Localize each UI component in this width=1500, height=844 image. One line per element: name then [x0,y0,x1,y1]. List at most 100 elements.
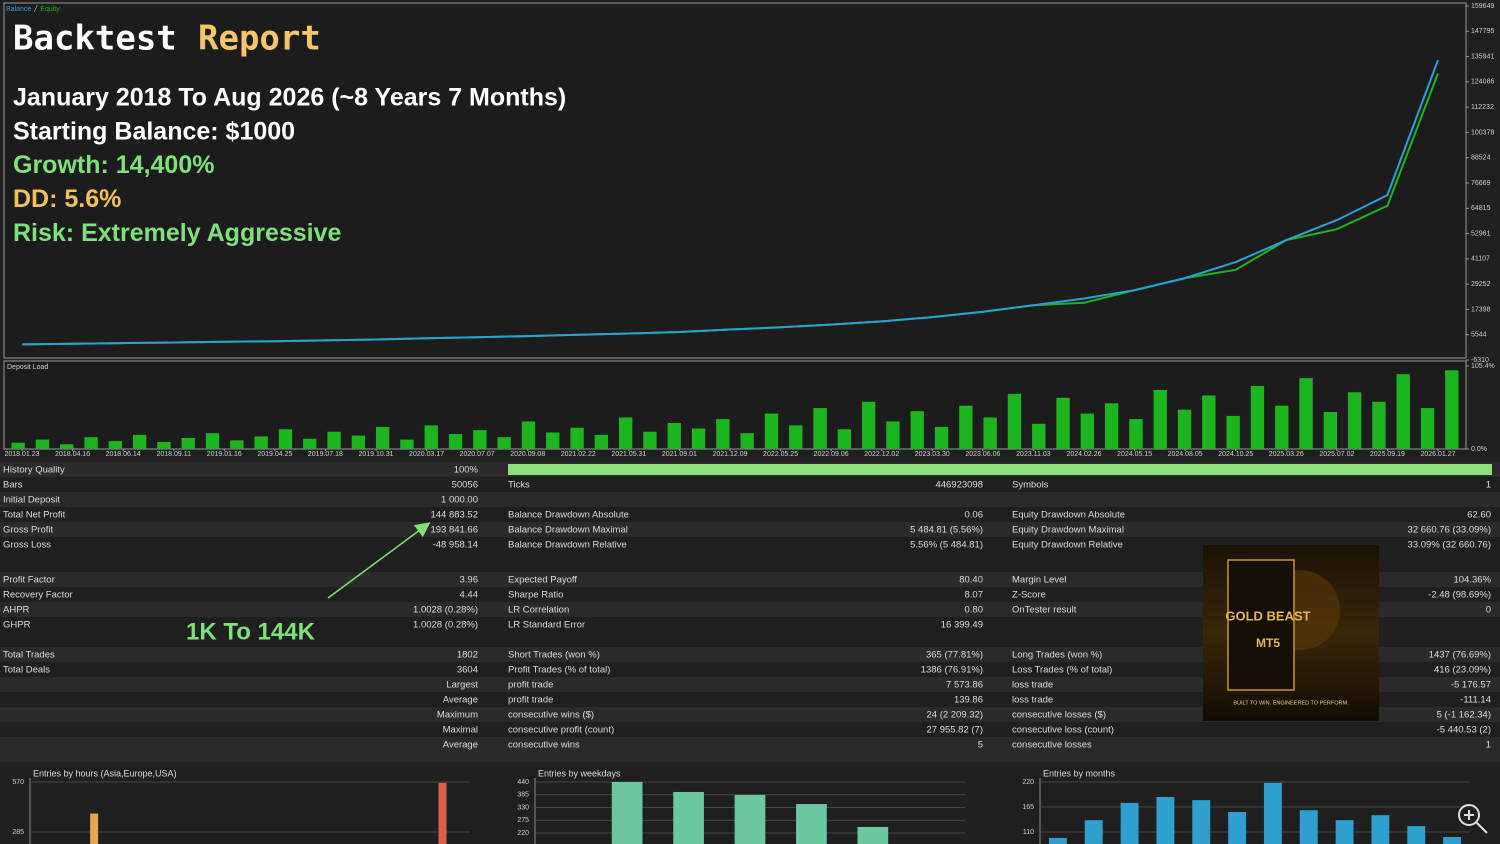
stat-value: 27 955.82 (7) [926,725,983,736]
bar [1347,392,1362,449]
y-tick-label: 570 [12,779,24,786]
bar [1396,374,1410,449]
bar [764,413,779,449]
bar [1299,810,1318,844]
y-tick-label: 385 [517,792,529,799]
stat-value: 33.09% (32 660.76) [1408,540,1491,551]
bar [521,421,536,449]
bar [796,804,827,844]
stat-value: 416 (23.09%) [1434,665,1491,676]
x-tick-label: 2019.10.31 [358,451,393,458]
stat-label: consecutive loss (count) [1012,725,1114,736]
bar [424,425,438,449]
y-tick-label: 88524 [1471,155,1491,162]
stat-value: 3.96 [460,575,479,586]
x-tick-label: 2025.09.19 [1370,451,1405,458]
bar [60,444,74,449]
stat-label: consecutive wins ($) [508,710,594,721]
x-tick-label: 2018.04.16 [55,451,90,458]
summary-line: Risk: Extremely Aggressive [13,219,342,247]
x-tick-label: 2020.03.17 [409,451,444,458]
stat-value: 0.06 [965,510,984,521]
stat-label: Total Deals [3,665,50,676]
bar [1080,413,1095,449]
bar [1156,797,1175,844]
stat-label: Balance Drawdown Relative [508,540,627,551]
bar [934,426,949,449]
bar [673,791,704,844]
bar [837,429,852,449]
stat-label: Bars [3,480,23,491]
x-tick-label: 2021.05.31 [611,451,646,458]
promo-box [1227,559,1295,691]
bar [1056,397,1070,449]
bar [303,438,317,449]
x-tick-label: 2023.03.30 [915,451,950,458]
x-tick-label: 2021.09.01 [662,451,697,458]
stat-value: -5 440.53 (2) [1437,725,1491,736]
x-tick-label: 2020.09.08 [510,451,545,458]
stat-value: 0.80 [965,605,984,616]
stat-value: 193 841.66 [430,525,478,536]
bar [400,439,414,449]
bar [1445,370,1459,449]
bar [734,794,766,844]
stat-value: 0 [1486,605,1491,616]
x-tick-label: 2020.07.07 [460,451,495,458]
x-tick-label: 2024.05.15 [1117,451,1152,458]
stat-value: 16 399.49 [941,620,983,631]
bar [205,433,220,449]
y-tick-label: 112232 [1471,104,1494,111]
stat-label: Average [443,740,478,751]
stat-value: 104.36% [1453,575,1491,586]
bar [740,433,754,449]
annotation: 1K To 144K [186,618,316,645]
stat-value: 62.60 [1467,510,1491,521]
deposit-frame [3,360,1467,450]
stat-label: Total Net Profit [3,510,66,521]
summary-line: DD: 5.6% [13,185,121,213]
bar [230,440,244,449]
stat-value: 1386 (76.91%) [921,665,983,676]
stat-value: 1 [1486,480,1491,491]
bar [1323,411,1338,449]
bar [473,430,487,449]
bar [691,428,706,449]
stat-value: 365 (77.81%) [926,650,983,661]
y-tick-label: 135941 [1471,53,1494,60]
stat-label: Profit Factor [3,575,55,586]
bar [132,434,147,449]
stat-label: Symbols [1012,480,1049,491]
y-tick-label: 159649 [1471,3,1494,10]
bar [11,442,25,449]
x-tick-label: 2024.02.26 [1066,451,1101,458]
stat-value: 100% [454,465,479,476]
chart-title: Entries by weekdays [538,768,621,778]
chart-title: Entries by months [1043,768,1116,778]
stat-value: 1437 (76.69%) [1429,650,1491,661]
y-tick-label: 41107 [1471,256,1490,263]
stat-value: 1 [1486,740,1491,751]
balance-frame [3,2,1467,359]
stat-value: 446923098 [935,480,983,491]
bar [1129,419,1143,449]
stat-value: 5 (-1 162.34) [1437,710,1491,721]
stat-value: 8.07 [965,590,984,601]
bar [1228,812,1247,844]
x-tick-label: 2022.05.25 [763,451,798,458]
stat-label: loss trade [1012,695,1053,706]
row-stripe [0,602,1500,617]
stat-value: 4.44 [460,590,479,601]
chart-title: Deposit Load [7,364,48,371]
x-tick-label: 2018.06.14 [106,451,141,458]
bar [497,437,511,449]
bar [327,431,341,449]
bar [886,421,900,449]
y-tick-label: 52961 [1471,230,1491,237]
stat-label: Initial Deposit [3,495,60,506]
y-tick-label: 275 [517,817,529,824]
zoom-icon[interactable] [1458,804,1488,834]
bar [618,417,633,449]
x-tick-label: 2024.08.05 [1168,451,1203,458]
quality-bar [508,464,1492,475]
